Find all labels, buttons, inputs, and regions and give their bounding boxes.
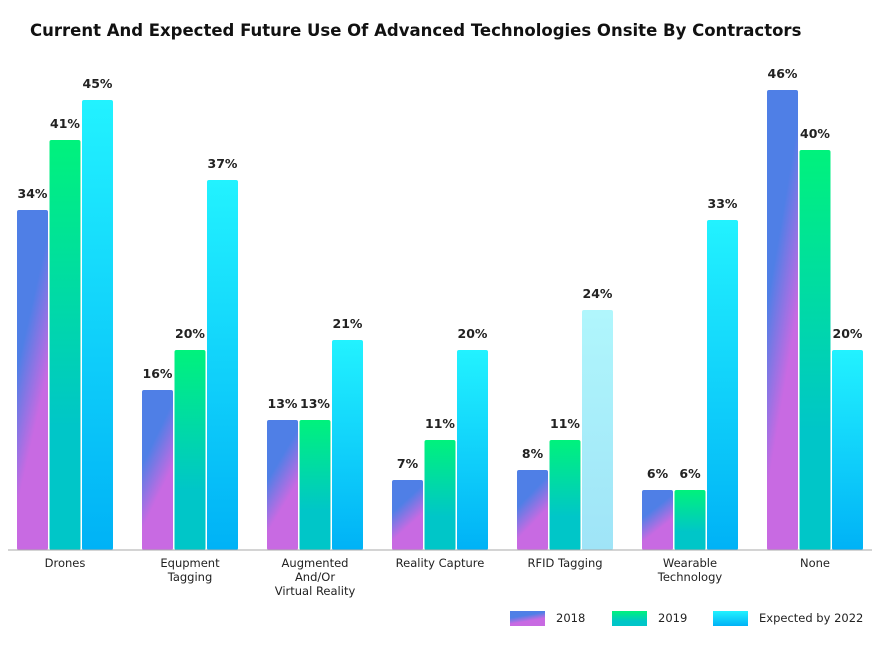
legend-label: 2018 — [556, 611, 585, 625]
data-label: 20% — [175, 326, 205, 341]
bar — [142, 390, 173, 550]
bar — [457, 350, 488, 550]
bar — [332, 340, 363, 550]
data-label: 45% — [83, 76, 113, 91]
bar — [17, 210, 48, 550]
bar — [174, 350, 206, 550]
data-label: 7% — [397, 456, 419, 471]
data-label: 13% — [300, 396, 330, 411]
data-label: 13% — [268, 396, 298, 411]
bar — [707, 220, 738, 550]
data-label: 37% — [208, 156, 238, 171]
bar — [82, 100, 113, 550]
data-label: 46% — [768, 66, 798, 81]
data-label: 33% — [708, 196, 738, 211]
category-label: RFID Tagging — [527, 556, 602, 570]
data-label: 6% — [647, 466, 669, 481]
data-label: 21% — [333, 316, 363, 331]
legend-swatch — [510, 611, 545, 626]
data-label: 20% — [833, 326, 863, 341]
bar — [642, 490, 673, 550]
legend-label: 2019 — [658, 611, 687, 625]
bar — [299, 420, 331, 550]
category-label: Wearable Technology — [657, 556, 723, 584]
chart-title: Current And Expected Future Use Of Advan… — [30, 21, 802, 40]
bar — [674, 490, 706, 550]
bar — [582, 310, 613, 550]
legend: 2018 2019 Expected by 2022 — [510, 611, 863, 626]
bar — [49, 140, 81, 550]
bar — [549, 440, 581, 550]
data-label: 11% — [550, 416, 580, 431]
data-label: 6% — [679, 466, 701, 481]
category-label: Reality Capture — [396, 556, 485, 570]
data-label: 40% — [800, 126, 830, 141]
data-label: 11% — [425, 416, 455, 431]
data-label: 24% — [583, 286, 613, 301]
bar — [267, 420, 298, 550]
bar — [832, 350, 863, 550]
bar — [392, 480, 423, 550]
data-label: 16% — [143, 366, 173, 381]
bar — [799, 150, 831, 550]
bar — [207, 180, 238, 550]
category-label: Augmented And/Or Virtual Reality — [275, 556, 356, 598]
legend-swatch — [612, 611, 647, 626]
data-label: 41% — [50, 116, 80, 131]
data-label: 8% — [522, 446, 544, 461]
bar — [424, 440, 456, 550]
data-label: 34% — [18, 186, 48, 201]
category-label: None — [800, 556, 830, 570]
category-label: Equpment Tagging — [160, 556, 220, 584]
data-label: 20% — [458, 326, 488, 341]
bar — [517, 470, 548, 550]
legend-swatch — [713, 611, 748, 626]
bar — [767, 90, 798, 550]
legend-label: Expected by 2022 — [759, 611, 863, 625]
category-label: Drones — [45, 556, 86, 570]
